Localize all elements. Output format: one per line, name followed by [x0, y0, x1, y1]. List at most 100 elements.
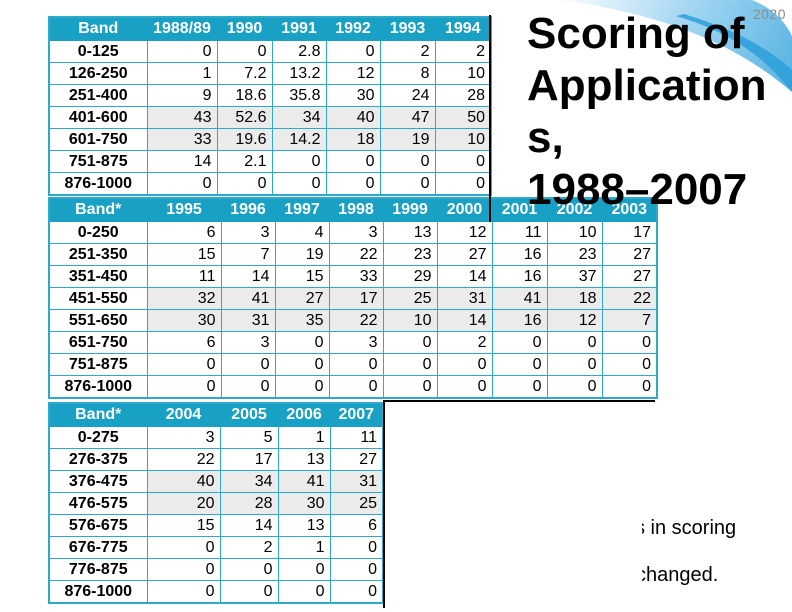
score-table-1995-2003: Band* 1995 1996 1997 1998 1999 2000 2001 2002 200…	[48, 197, 658, 399]
value-cell: 18	[546, 287, 603, 310]
value-cell: 1	[277, 536, 331, 559]
value-cell: 2.8	[271, 40, 327, 63]
table-row: 776-875 0 0 0 0	[48, 558, 384, 581]
value-cell: 4	[274, 221, 330, 244]
value-cell: 17	[328, 287, 384, 310]
textbox-border-vertical-line	[489, 15, 491, 222]
year-header-cell: 1995	[146, 197, 222, 222]
value-cell: 37	[546, 265, 603, 288]
value-cell: 0	[382, 353, 438, 376]
value-cell: 0	[220, 353, 276, 376]
value-cell: 0	[216, 40, 273, 63]
slide-title-line: s,	[527, 113, 564, 162]
value-cell: 27	[436, 243, 493, 266]
value-cell: 0	[328, 353, 384, 376]
value-cell: 34	[219, 470, 279, 493]
table-row: 276-375 22 17 13 27	[48, 448, 384, 471]
value-cell: 10	[546, 221, 603, 244]
value-cell: 43	[146, 106, 218, 129]
band-label-cell: 376-475	[48, 470, 148, 493]
value-cell: 0	[219, 580, 279, 604]
value-cell: 0	[436, 353, 493, 376]
score-table-2004-2007: Band* 2004 2005 2006 2007 0-275 3 5 1 11 276-375 22…	[48, 402, 384, 604]
value-cell: 0	[325, 150, 381, 173]
table-row: 0-275 3 5 1 11	[48, 426, 384, 449]
value-cell: 12	[546, 309, 603, 332]
value-cell: 17	[601, 221, 658, 244]
value-cell: 30	[146, 309, 222, 332]
value-cell: 0	[146, 580, 221, 604]
value-cell: 0	[436, 375, 493, 399]
value-cell: 50	[434, 106, 492, 129]
value-cell: 0	[274, 375, 330, 399]
band-label-cell: 676-775	[48, 536, 148, 559]
year-header-cell: 1988/89	[146, 16, 218, 41]
value-cell: 0	[146, 172, 218, 196]
slide-title: Scoring of Application s, 1988–2007	[527, 8, 767, 216]
value-cell: 3	[220, 221, 276, 244]
table-row: 751-875 0 0 0 0 0 0 0 0 0	[48, 353, 658, 376]
value-cell: 0	[325, 172, 381, 196]
band-label-cell: 276-375	[48, 448, 148, 471]
value-cell: 14	[436, 265, 493, 288]
value-cell: 10	[434, 62, 492, 85]
slide-title-line: 1988–2007	[527, 165, 748, 214]
value-cell: 0	[546, 375, 603, 399]
textbox-border-vertical-line	[383, 402, 385, 608]
value-cell: 34	[271, 106, 327, 129]
value-cell: 0	[329, 580, 384, 604]
value-cell: 8	[379, 62, 436, 85]
value-cell: 0	[379, 172, 436, 196]
value-cell: 24	[379, 84, 436, 107]
value-cell: 28	[219, 492, 279, 515]
value-cell: 30	[277, 492, 331, 515]
value-cell: 0	[382, 375, 438, 399]
table-row: 401-600 43 52.6 34 40 47 50	[48, 106, 492, 129]
value-cell: 27	[601, 265, 658, 288]
value-cell: 19	[274, 243, 330, 266]
value-cell: 6	[146, 221, 222, 244]
value-cell: 47	[379, 106, 436, 129]
slide-title-line: Application	[527, 61, 767, 110]
value-cell: 27	[274, 287, 330, 310]
value-cell: 16	[491, 265, 548, 288]
year-header-cell: 2004	[146, 402, 221, 427]
table-row: 651-750 6 3 0 3 0 2 0 0 0	[48, 331, 658, 354]
year-header-cell: 2003	[601, 197, 658, 222]
value-cell: 9	[146, 84, 218, 107]
value-cell: 0	[546, 331, 603, 354]
value-cell: 0	[271, 150, 327, 173]
value-cell: 13	[277, 514, 331, 537]
value-cell: 17	[219, 448, 279, 471]
value-cell: 13.2	[271, 62, 327, 85]
band-label-cell: 751-875	[48, 353, 148, 376]
value-cell: 0	[216, 172, 273, 196]
obscured-text-fragment-1: s in scoring	[642, 516, 792, 540]
value-cell: 6	[146, 331, 222, 354]
table-row: 576-675 15 14 13 6	[48, 514, 384, 537]
year-header-cell: 1999	[382, 197, 438, 222]
year-header-cell: 1991	[271, 16, 327, 41]
band-label-cell: 876-1000	[48, 172, 148, 196]
value-cell: 3	[220, 331, 276, 354]
corner-year-label: 2020	[752, 6, 786, 22]
value-cell: 25	[329, 492, 384, 515]
band-label-cell: 476-575	[48, 492, 148, 515]
value-cell: 0	[220, 375, 276, 399]
value-cell: 15	[274, 265, 330, 288]
value-cell: 18.6	[216, 84, 273, 107]
band-label-cell: 576-675	[48, 514, 148, 537]
value-cell: 0	[146, 353, 222, 376]
value-cell: 2.1	[216, 150, 273, 173]
slide-title-line: Scoring of	[527, 9, 745, 58]
value-cell: 0	[277, 558, 331, 581]
year-header-cell: 1990	[216, 16, 273, 41]
value-cell: 3	[328, 221, 384, 244]
table-row: 126-250 1 7.2 13.2 12 8 10	[48, 62, 492, 85]
value-cell: 10	[382, 309, 438, 332]
value-cell: 19	[379, 128, 436, 151]
value-cell: 13	[277, 448, 331, 471]
value-cell: 40	[325, 106, 381, 129]
value-cell: 12	[325, 62, 381, 85]
